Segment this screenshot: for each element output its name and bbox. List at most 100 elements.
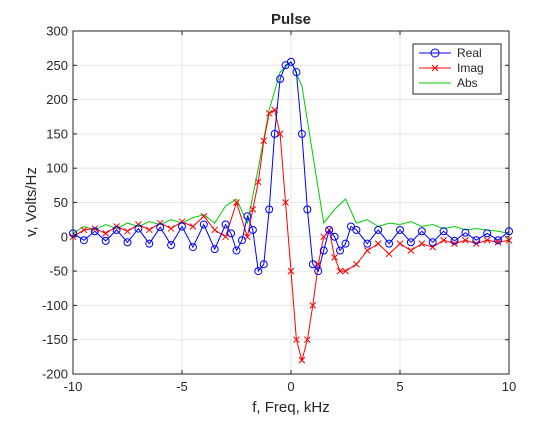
data-point-real <box>396 225 404 234</box>
data-point-imag <box>385 250 393 258</box>
legend-marker-imag <box>431 64 439 72</box>
data-point-real <box>199 220 208 229</box>
data-point-real <box>265 205 274 214</box>
data-point-imag <box>374 240 382 248</box>
data-point-real <box>308 260 317 269</box>
data-point-imag <box>156 219 164 227</box>
legend-box <box>412 43 502 95</box>
data-point-imag <box>200 212 208 220</box>
data-point-imag <box>309 302 317 309</box>
data-point-real <box>227 229 236 238</box>
data-point-real <box>145 239 154 248</box>
data-point-real <box>259 260 268 269</box>
data-point-real <box>363 239 372 248</box>
data-point-imag <box>336 267 344 275</box>
data-point-imag <box>331 254 338 261</box>
data-point-imag <box>320 233 328 241</box>
data-point-real <box>134 224 143 233</box>
data-point-imag <box>233 199 240 206</box>
data-point-real <box>123 238 132 247</box>
data-point-imag <box>407 247 415 254</box>
data-point-imag <box>80 226 88 234</box>
data-point-real <box>79 236 88 245</box>
data-point-real <box>101 236 110 245</box>
data-point-real <box>303 205 312 214</box>
x-tick-label: -5 <box>176 379 188 394</box>
y-tick-label: 300 <box>46 24 68 39</box>
data-point-real <box>276 75 285 84</box>
data-point-imag <box>135 221 142 228</box>
data-point-imag <box>462 236 469 244</box>
y-tick-label: 200 <box>46 92 68 107</box>
y-tick-label: 150 <box>46 126 68 141</box>
legend-label-imag: Imag <box>457 61 484 75</box>
data-point-real <box>385 239 394 248</box>
data-point-real <box>167 241 176 250</box>
y-axis-label: v, Volts/Hz <box>23 167 40 237</box>
y-tick-label: 250 <box>46 58 68 73</box>
data-point-imag <box>124 227 131 235</box>
x-tick-label: 5 <box>396 379 403 394</box>
data-point-real <box>287 57 295 66</box>
data-point-imag <box>353 260 360 268</box>
data-point-real <box>90 227 99 236</box>
data-point-imag <box>298 356 306 364</box>
y-tick-label: 0 <box>61 229 68 244</box>
data-point-real <box>428 238 437 247</box>
data-point-imag <box>287 267 295 275</box>
data-point-imag <box>91 225 99 232</box>
y-tick-label: -50 <box>49 264 68 279</box>
data-point-real <box>341 239 350 248</box>
data-point-real <box>221 220 230 229</box>
legend-label-abs: Abs <box>457 76 478 90</box>
y-tick-label: -200 <box>42 367 68 382</box>
data-point-real <box>352 225 361 234</box>
data-point-imag <box>342 267 349 275</box>
data-point-imag <box>293 336 300 344</box>
data-point-real <box>450 236 459 245</box>
data-point-real <box>232 246 241 255</box>
data-point-real <box>292 68 301 77</box>
data-point-real <box>461 228 470 237</box>
data-point-real <box>248 225 257 234</box>
data-point-real <box>178 222 186 231</box>
data-point-real <box>319 246 328 255</box>
legend-label-real: Real <box>457 46 482 60</box>
y-tick-label: 100 <box>46 161 68 176</box>
data-point-imag <box>145 226 153 234</box>
data-point-real <box>483 229 492 238</box>
data-point-imag <box>418 240 426 248</box>
data-point-real <box>330 232 339 241</box>
data-point-real <box>336 246 345 255</box>
x-tick-label: -10 <box>64 379 83 394</box>
data-point-real <box>243 212 252 221</box>
data-point-imag <box>396 240 404 248</box>
data-point-real <box>417 227 426 236</box>
data-point-real <box>156 223 165 232</box>
data-point-imag <box>494 238 502 246</box>
data-point-imag <box>102 230 110 237</box>
chart-title: Pulse <box>271 11 311 28</box>
data-point-imag <box>363 247 371 254</box>
data-point-imag <box>260 137 268 145</box>
data-point-imag <box>254 178 262 186</box>
data-point-real <box>494 236 503 245</box>
data-point-imag <box>167 225 175 232</box>
data-point-real <box>297 129 306 138</box>
data-point-imag <box>303 336 311 344</box>
data-point-imag <box>282 199 289 206</box>
data-point-real <box>325 225 334 234</box>
y-tick-label: -100 <box>42 298 68 313</box>
data-point-real <box>210 245 219 254</box>
data-point-imag <box>211 226 219 234</box>
x-tick-label: 10 <box>502 379 516 394</box>
data-point-real <box>188 243 197 252</box>
data-point-imag <box>483 236 491 244</box>
data-point-real <box>406 238 415 247</box>
y-tick-label: 50 <box>54 195 68 210</box>
data-point-real <box>472 236 481 245</box>
data-point-real <box>237 236 246 245</box>
